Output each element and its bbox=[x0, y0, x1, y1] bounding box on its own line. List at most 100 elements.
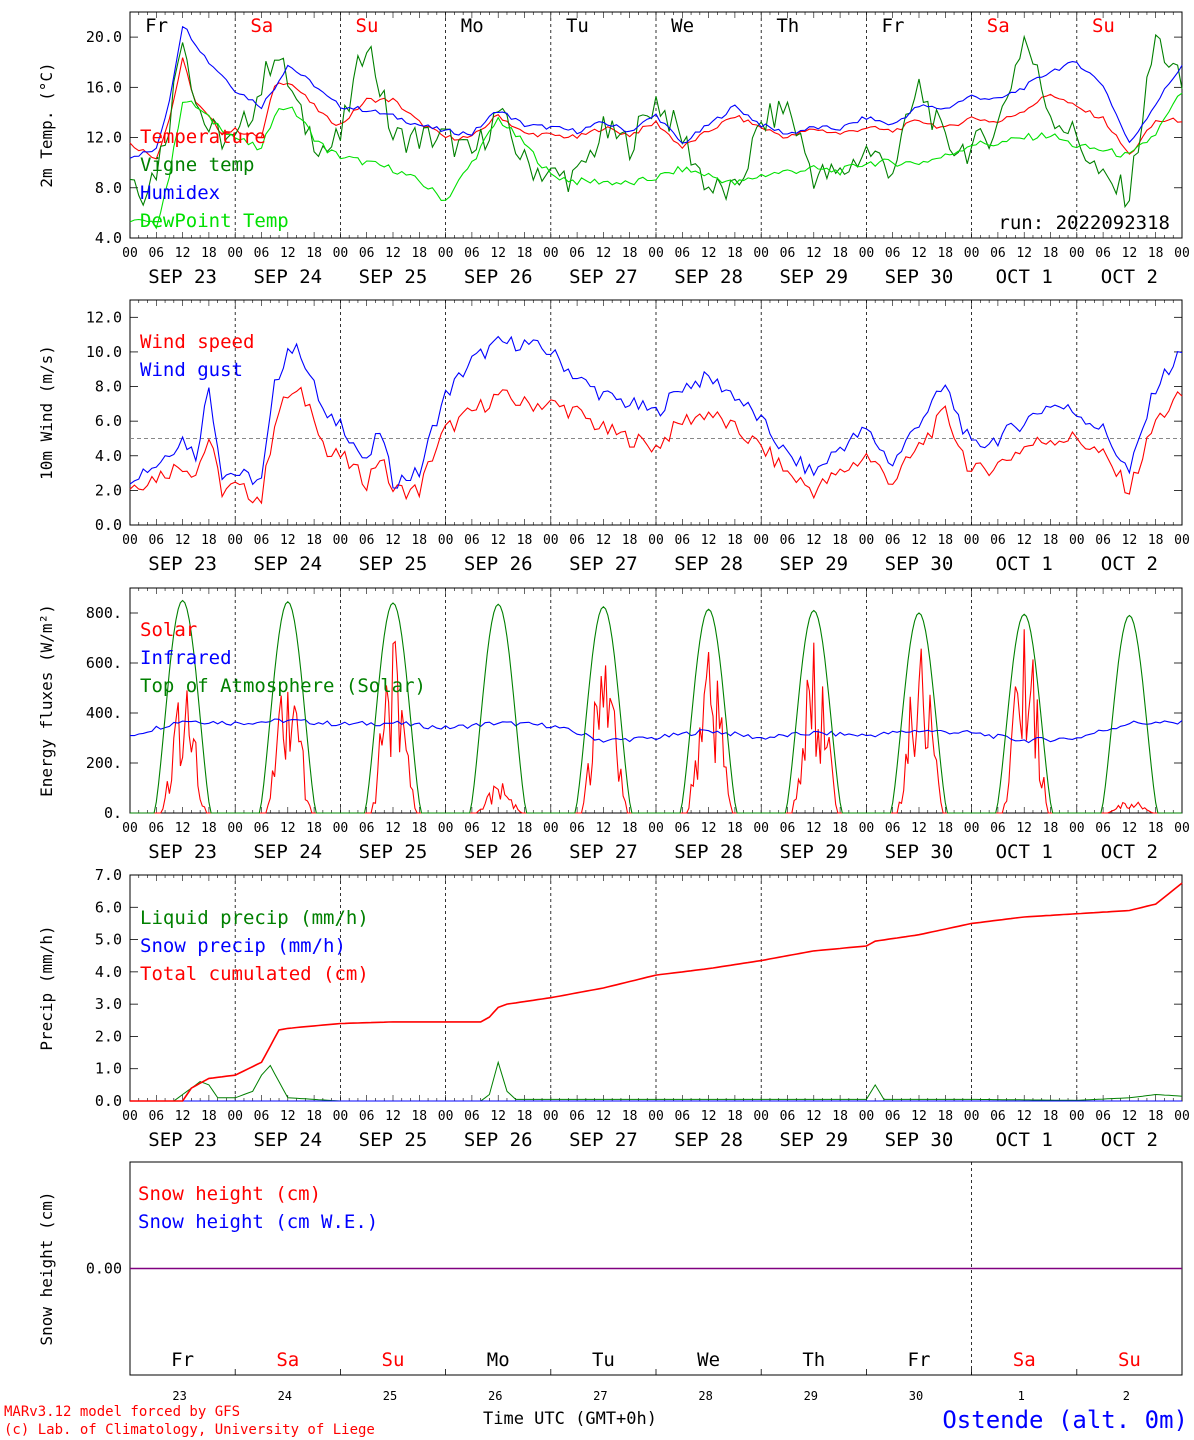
date-label: SEP 24 bbox=[253, 553, 322, 575]
hour-label: 18 bbox=[411, 246, 427, 261]
hour-label: 18 bbox=[1148, 533, 1164, 548]
hour-label: 06 bbox=[254, 821, 270, 836]
hour-label: 18 bbox=[306, 1109, 322, 1124]
hour-label: 00 bbox=[543, 533, 559, 548]
day-number-label: 2 bbox=[1123, 1389, 1130, 1403]
weekday-label: Fr bbox=[145, 15, 168, 37]
legend-entry: Total cumulated (cm) bbox=[140, 963, 369, 985]
date-label: SEP 25 bbox=[359, 553, 428, 575]
date-label: SEP 23 bbox=[148, 266, 217, 288]
hour-label: 12 bbox=[911, 1109, 927, 1124]
hour-label: 18 bbox=[727, 1109, 743, 1124]
series-line-total-cumulated-cm- bbox=[130, 882, 1183, 1102]
hour-label: 12 bbox=[1122, 533, 1138, 548]
y-axis-label: Precip (mm/h) bbox=[37, 925, 56, 1050]
hour-label: 00 bbox=[438, 821, 454, 836]
hour-label: 06 bbox=[990, 1109, 1006, 1124]
day-number-label: 28 bbox=[698, 1389, 712, 1403]
hour-label: 18 bbox=[1043, 1109, 1059, 1124]
hour-label: 00 bbox=[1069, 1109, 1085, 1124]
series-line-humidex bbox=[129, 25, 1183, 159]
hour-label: 18 bbox=[306, 533, 322, 548]
y-tick-label: 0.0 bbox=[95, 1092, 122, 1110]
hour-label: 12 bbox=[701, 533, 717, 548]
hour-label: 18 bbox=[201, 1109, 217, 1124]
date-label: SEP 28 bbox=[674, 841, 743, 863]
hour-label: 12 bbox=[175, 533, 191, 548]
weekday-label: Sa bbox=[250, 15, 273, 37]
y-tick-label: 0.0 bbox=[95, 516, 122, 534]
hour-label: 00 bbox=[1069, 246, 1085, 261]
hour-label: 18 bbox=[517, 246, 533, 261]
hour-label: 06 bbox=[674, 1109, 690, 1124]
date-label: SEP 26 bbox=[464, 841, 533, 863]
y-tick-label: 3.0 bbox=[95, 995, 122, 1013]
hour-label: 06 bbox=[148, 533, 164, 548]
hour-label: 18 bbox=[727, 821, 743, 836]
y-tick-label: 2.0 bbox=[95, 481, 122, 499]
hour-label: 18 bbox=[1148, 821, 1164, 836]
series-group bbox=[129, 25, 1183, 230]
hour-label: 12 bbox=[280, 246, 296, 261]
hour-label: 00 bbox=[227, 1109, 243, 1124]
hour-label: 12 bbox=[806, 821, 822, 836]
legend-entry: Liquid precip (mm/h) bbox=[140, 907, 369, 929]
hour-label: 18 bbox=[411, 821, 427, 836]
panel-5: 0.00 Snow height (cm) Snow height (cm) Snow… bbox=[37, 1161, 1183, 1403]
weekday-label: Th bbox=[776, 15, 799, 37]
legend-entry: Infrared bbox=[140, 647, 232, 669]
series-line-liquid-precip-mm-h- bbox=[130, 1060, 1183, 1102]
hour-label: 06 bbox=[990, 533, 1006, 548]
day-number-label: 29 bbox=[804, 1389, 818, 1403]
hour-label: 18 bbox=[832, 533, 848, 548]
day-number-label: 26 bbox=[488, 1389, 502, 1403]
panel-2: 0.0 2.0 4.0 6.0 8.0 10.0 12.0 10m Wind (m/s) Win… bbox=[37, 299, 1190, 575]
hour-label: 12 bbox=[701, 1109, 717, 1124]
hour-label: 06 bbox=[674, 246, 690, 261]
date-label: SEP 25 bbox=[359, 266, 428, 288]
y-tick-label: 0.00 bbox=[86, 1260, 122, 1278]
date-label: SEP 23 bbox=[148, 1129, 217, 1151]
hour-label: 12 bbox=[280, 821, 296, 836]
hour-label: 12 bbox=[806, 246, 822, 261]
hour-label: 18 bbox=[1148, 246, 1164, 261]
hour-label: 00 bbox=[333, 246, 349, 261]
hour-label: 18 bbox=[727, 533, 743, 548]
y-tick-label: 7.0 bbox=[95, 866, 122, 884]
date-label: OCT 1 bbox=[996, 1129, 1053, 1151]
weekday-label: Sa bbox=[276, 1349, 299, 1371]
hour-label: 12 bbox=[1016, 1109, 1032, 1124]
hour-label: 18 bbox=[517, 533, 533, 548]
series-group bbox=[130, 882, 1183, 1102]
hour-label: 00 bbox=[333, 1109, 349, 1124]
hour-label: 12 bbox=[596, 533, 612, 548]
legend-entry: Solar bbox=[140, 619, 197, 641]
hour-label: 12 bbox=[911, 533, 927, 548]
legend-entry: Vigne temp bbox=[140, 154, 254, 176]
y-tick-label: 5.0 bbox=[95, 931, 122, 949]
date-label: SEP 28 bbox=[674, 1129, 743, 1151]
hour-label: 06 bbox=[780, 821, 796, 836]
hour-label: 18 bbox=[411, 1109, 427, 1124]
hour-label: 12 bbox=[596, 821, 612, 836]
hour-label: 00 bbox=[648, 246, 664, 261]
weekday-label: Fr bbox=[171, 1349, 194, 1371]
panels: 4.08.012.016.020.02m Temp. (°C) Temperatu… bbox=[37, 11, 1190, 1403]
hour-label: 06 bbox=[885, 246, 901, 261]
day-number-label: 24 bbox=[278, 1389, 292, 1403]
hour-label: 18 bbox=[937, 1109, 953, 1124]
hour-label: 00 bbox=[753, 246, 769, 261]
series-line-dewpoint-temp bbox=[129, 92, 1183, 230]
hour-label: 12 bbox=[385, 533, 401, 548]
hour-label: 00 bbox=[438, 1109, 454, 1124]
hour-label: 18 bbox=[201, 821, 217, 836]
panel-3: 0. 200. 400. 600. 800. Energy fluxes (W/m²) So… bbox=[37, 587, 1190, 863]
footer: MARv3.12 model forced by GFS (c) Lab. of… bbox=[4, 1404, 1188, 1438]
hour-label: 18 bbox=[306, 821, 322, 836]
hour-label: 18 bbox=[411, 533, 427, 548]
date-label: SEP 27 bbox=[569, 841, 638, 863]
y-tick-label: 1.0 bbox=[95, 1060, 122, 1078]
hour-label: 00 bbox=[1174, 1109, 1190, 1124]
date-label: SEP 26 bbox=[464, 553, 533, 575]
